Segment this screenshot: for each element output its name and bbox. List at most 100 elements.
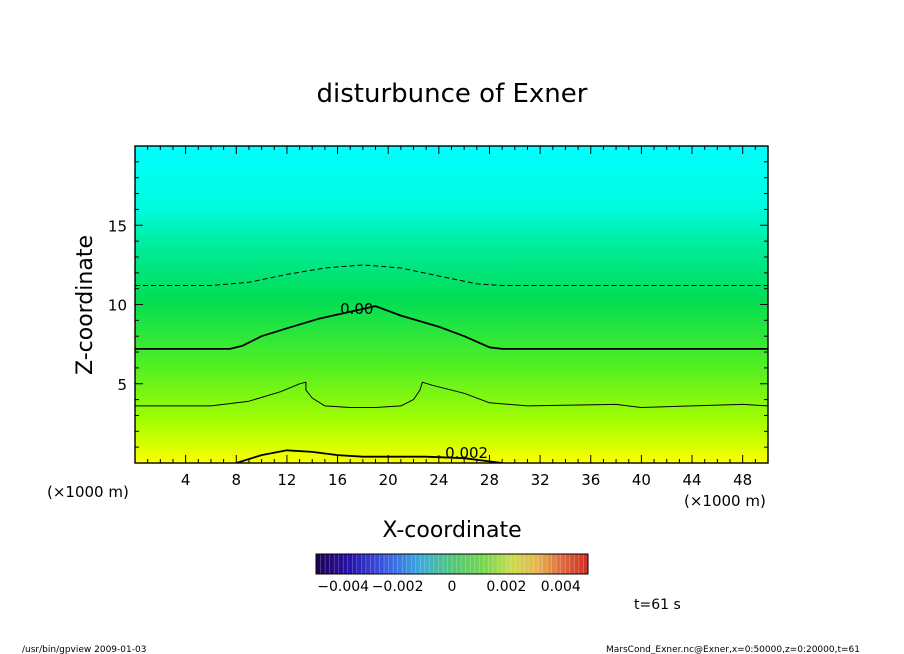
colorbar-segment (320, 554, 326, 574)
colorbar-segment (325, 554, 330, 574)
colorbar-segment (316, 554, 321, 574)
colorbar-segment (542, 554, 548, 574)
colorbar-segment (578, 554, 584, 574)
colorbar-segment (447, 554, 453, 574)
colorbar-segment (402, 554, 407, 574)
y-tick-label: 15 (108, 217, 127, 235)
x-axis-ticks: 4 8 12 16 20 24 28 32 36 40 44 48 (147, 146, 756, 489)
colorbar-segment (356, 554, 362, 574)
colorbar-frame (315, 553, 589, 575)
colorbar-segment (510, 554, 516, 574)
colorbar-segment (442, 554, 448, 574)
colorbar-segment (461, 554, 466, 574)
colorbar-tick-label: 0.002 (486, 579, 526, 595)
colorbar-segment (574, 554, 580, 574)
colorbar-tick-label: 0.004 (541, 579, 581, 595)
colorbar-segment (529, 554, 534, 574)
colorbar-segment (560, 554, 566, 574)
colorbar-segment (361, 554, 367, 574)
colorbar (315, 553, 589, 575)
x-unit-left: (×1000 m) (47, 483, 129, 501)
x-tick-label: 20 (379, 471, 398, 489)
contour-positive-thin (135, 381, 768, 408)
colorbar-segment (393, 554, 398, 574)
colorbar-segment (551, 554, 557, 574)
time-label: t=61 s (634, 597, 681, 613)
colorbar-segment (334, 554, 339, 574)
x-tick-label: 36 (581, 471, 600, 489)
x-tick-label: 40 (632, 471, 651, 489)
colorbar-tick-labels: −0.004 −0.002 0 0.002 0.004 (317, 579, 581, 595)
colorbar-segment (488, 554, 494, 574)
colorbar-segment (429, 554, 435, 574)
colorbar-tick-label: −0.004 (317, 579, 369, 595)
colorbar-segment (547, 554, 553, 574)
footer-left: /usr/bin/gpview 2009-01-03 (22, 645, 146, 654)
colorbar-segment (352, 554, 358, 574)
colorbar-segment (479, 554, 485, 574)
colorbar-segment (506, 554, 512, 574)
colorbar-segment (420, 554, 426, 574)
footer-right: MarsCond_Exner.nc@Exner,x=0:50000,z=0:20… (606, 645, 860, 654)
x-tick-label: 12 (277, 471, 296, 489)
contour-labels: 0.00 0.002 (340, 300, 488, 462)
x-tick-label: 16 (328, 471, 347, 489)
colorbar-segment (565, 554, 571, 574)
colorbar-segment (533, 554, 539, 574)
colorbar-segment (456, 554, 462, 574)
contour-zero (135, 305, 768, 350)
colorbar-segment (424, 554, 430, 574)
colorbar-segment (569, 554, 575, 574)
colorbar-segment (470, 554, 475, 574)
contour-0.002 (236, 449, 503, 463)
x-tick-label: 28 (480, 471, 499, 489)
y-axis-ticks: 5 10 15 (108, 161, 768, 448)
colorbar-segment (415, 554, 421, 574)
colorbar-segment (379, 554, 385, 574)
colorbar-tick-label: −0.002 (372, 579, 424, 595)
contour-label-0: 0.00 (340, 300, 373, 318)
chart-title: disturbunce of Exner (317, 79, 588, 109)
contour-label-1: 0.002 (445, 444, 488, 462)
colorbar-segment (406, 554, 412, 574)
x-unit-right: (×1000 m) (684, 492, 766, 510)
colorbar-segment (329, 554, 335, 574)
colorbar-segment (343, 554, 349, 574)
colorbar-segment (465, 554, 471, 574)
x-tick-label: 32 (531, 471, 550, 489)
y-tick-label: 10 (108, 297, 127, 315)
colorbar-segment (501, 554, 507, 574)
colorbar-segment (515, 554, 521, 574)
colorbar-segment (388, 554, 394, 574)
colorbar-segment (438, 554, 444, 574)
colorbar-segment (483, 554, 489, 574)
x-tick-label: 4 (181, 471, 191, 489)
x-tick-label: 24 (429, 471, 448, 489)
colorbar-segment (411, 554, 417, 574)
colorbar-segment (374, 554, 380, 574)
colorbar-segment (474, 554, 480, 574)
colorbar-segment (583, 554, 589, 574)
colorbar-segment (338, 554, 344, 574)
x-tick-label: 8 (232, 471, 242, 489)
colorbar-segment (384, 554, 389, 574)
x-tick-label: 48 (733, 471, 752, 489)
colorbar-segment (347, 554, 353, 574)
colorbar-segment (452, 554, 457, 574)
colorbar-tick-label: 0 (448, 579, 457, 595)
colorbar-segment (492, 554, 498, 574)
colorbar-segment (556, 554, 562, 574)
plot-field-bump (165, 243, 565, 463)
y-axis-label: Z-coordinate (73, 235, 98, 375)
y-tick-label: 5 (117, 376, 127, 394)
colorbar-segment (520, 554, 525, 574)
contour-lines (135, 264, 768, 463)
x-tick-label: 44 (682, 471, 701, 489)
contour-negative (135, 264, 768, 286)
colorbar-segment (538, 554, 543, 574)
colorbar-segment (370, 554, 376, 574)
colorbar-segment (433, 554, 439, 574)
colorbar-segment (397, 554, 403, 574)
colorbar-segment (497, 554, 503, 574)
